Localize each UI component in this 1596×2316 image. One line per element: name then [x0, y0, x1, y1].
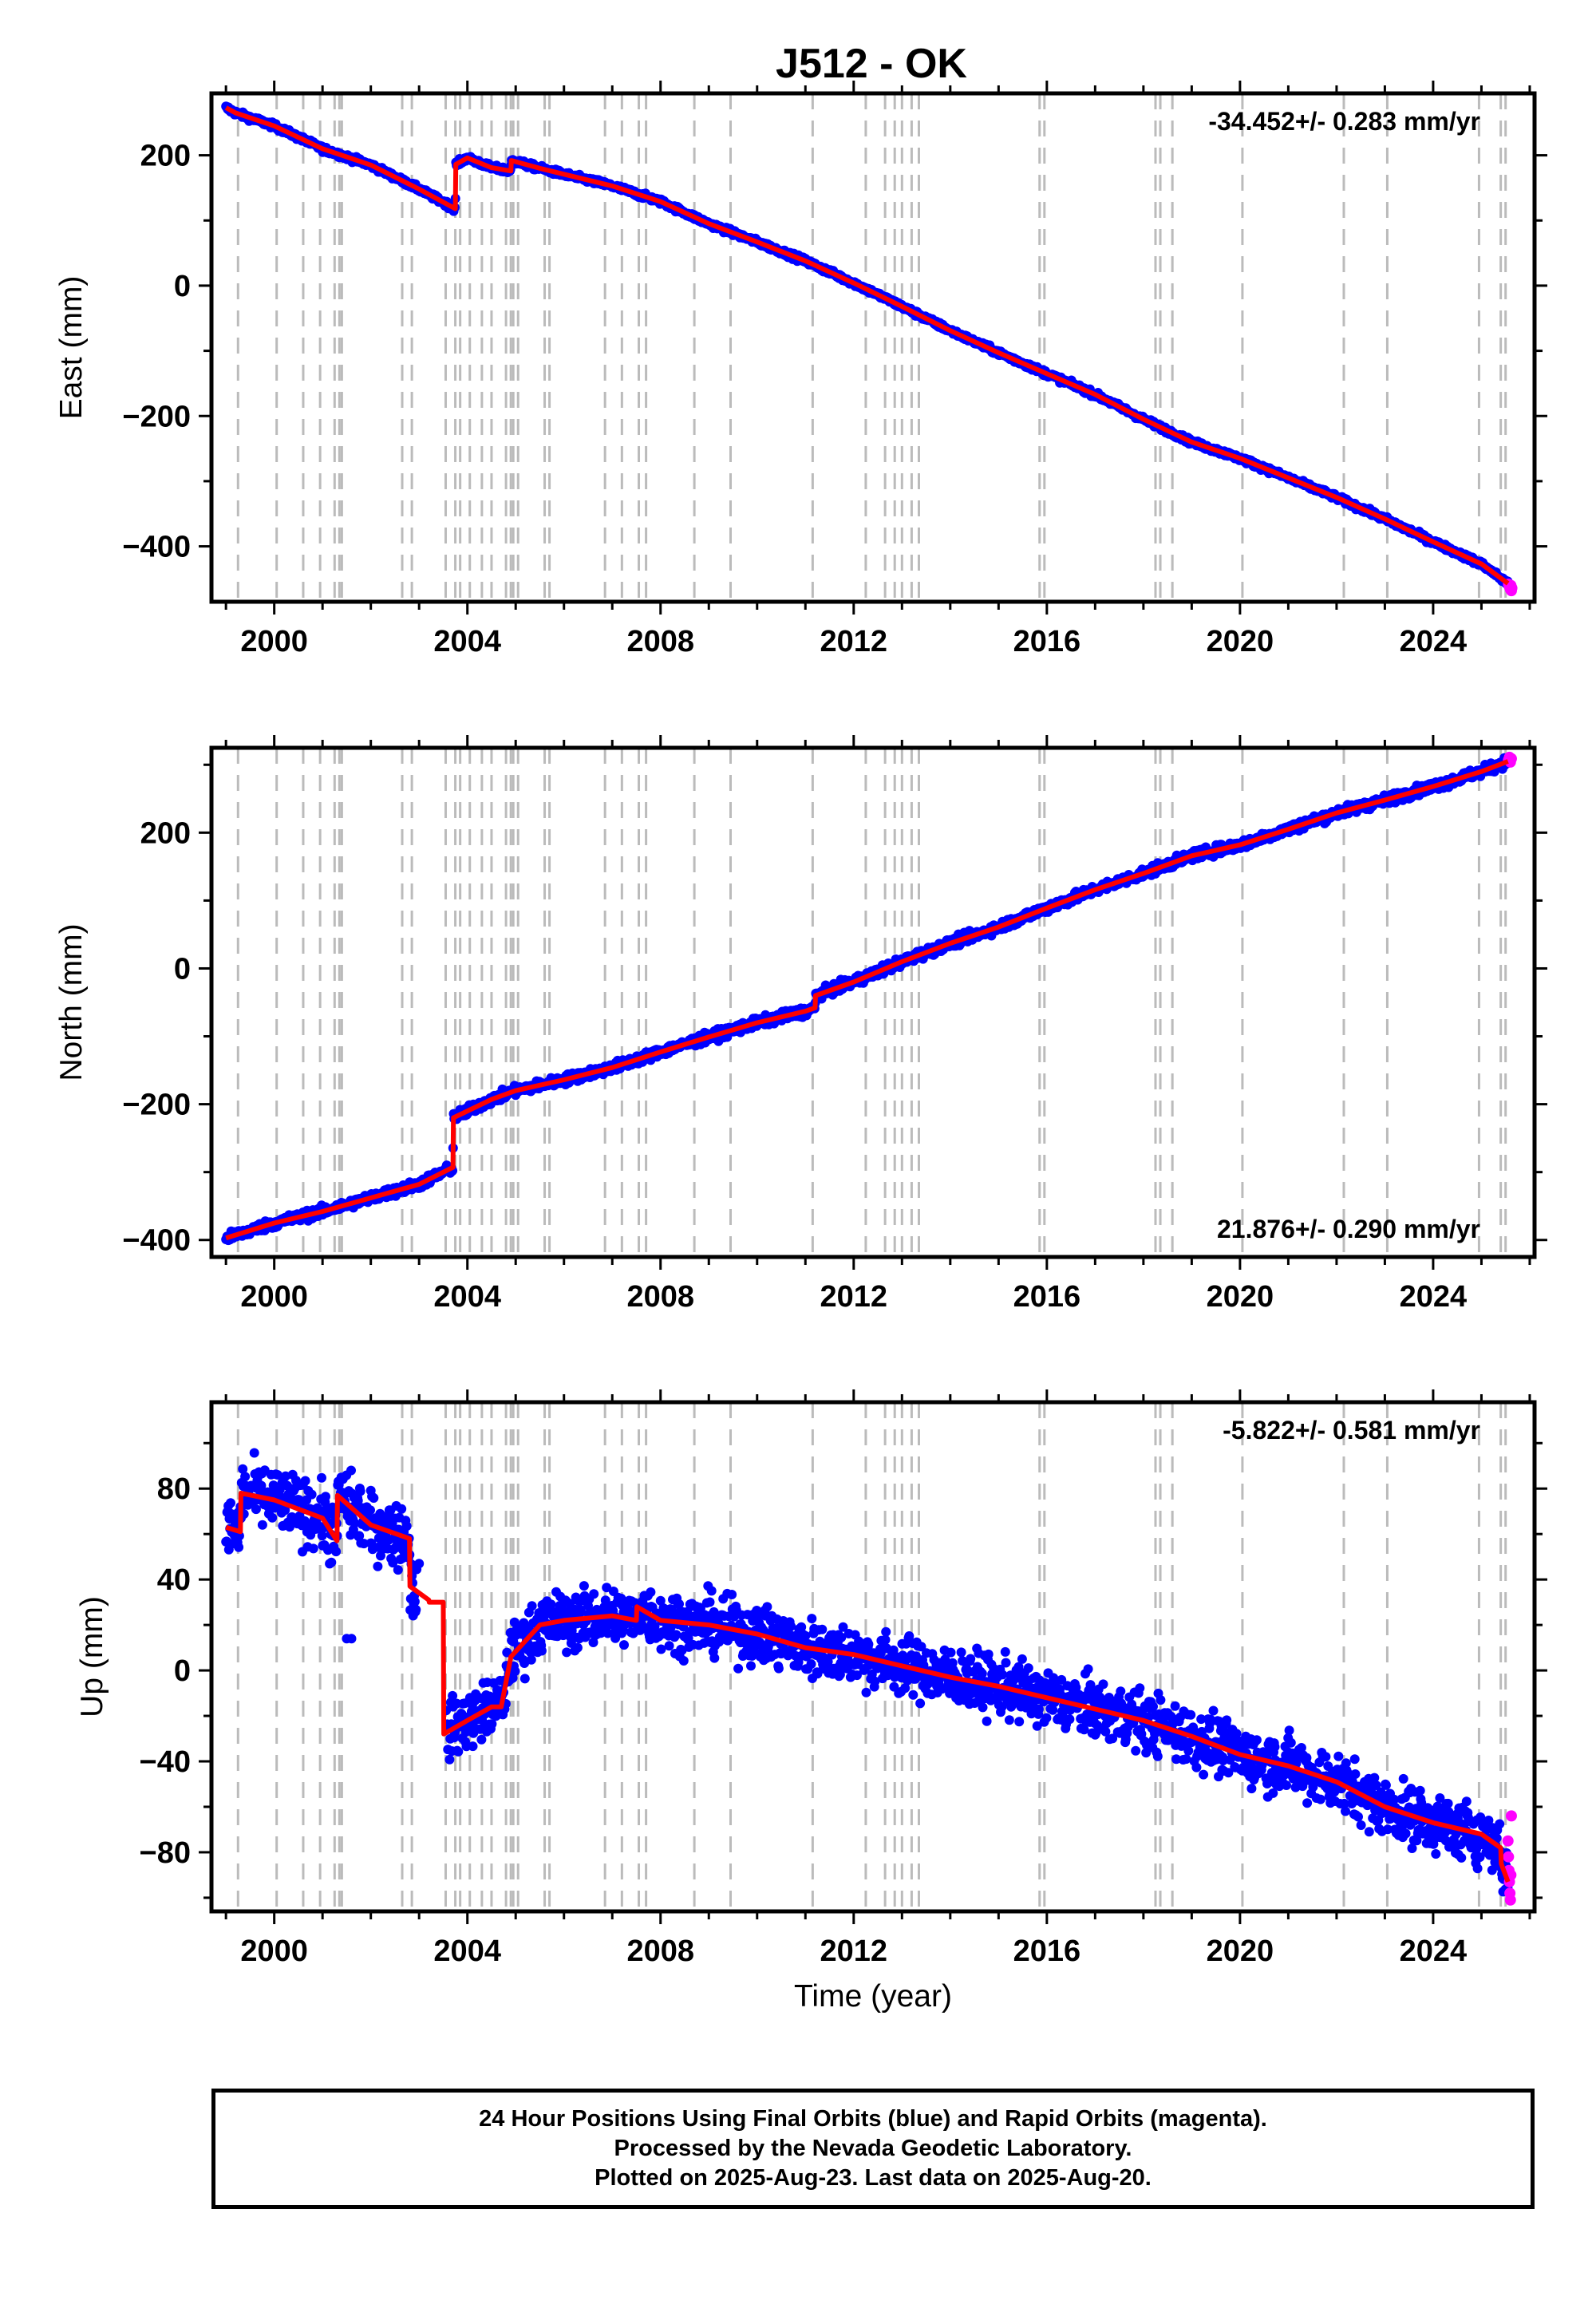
step-lines	[236, 93, 1507, 602]
model-line	[224, 105, 1510, 586]
data-point	[238, 1464, 248, 1474]
data-point	[331, 1547, 342, 1557]
data-point	[321, 1492, 330, 1502]
x-tick-label: 2020	[1207, 625, 1274, 658]
rate-label: 21.876+/- 0.290 mm/yr	[1217, 1215, 1480, 1243]
data-point	[317, 1531, 327, 1541]
data-point	[280, 1505, 290, 1516]
x-tick-label: 2024	[1400, 625, 1468, 658]
step-lines	[236, 748, 1507, 1257]
y-tick-label: −400	[122, 531, 191, 564]
figure-title: J512 - OK	[776, 41, 967, 87]
data-point	[353, 1496, 363, 1506]
panel-up: 2000 2004 2008 2012 2016 2020 2024−80−4004080U…	[75, 1389, 1547, 1968]
y-tick-label: 200	[140, 816, 191, 850]
time-series-panels: 2000 2004 2008 2012 2016 2020 2024−400−2000200…	[54, 81, 1547, 1968]
x-tick-label: 2000	[240, 625, 308, 658]
y-tick-label: 200	[140, 140, 191, 173]
x-tick-label: 2016	[1013, 625, 1081, 658]
x-tick-label: 2004	[433, 1280, 501, 1314]
data-point	[354, 1531, 365, 1541]
x-tick-label: 2008	[626, 625, 694, 658]
x-tick-label: 2016	[1013, 1280, 1081, 1314]
rapid-point	[1506, 582, 1518, 594]
data-point	[251, 1504, 261, 1515]
data-point	[326, 1557, 337, 1567]
rapid-point	[1505, 753, 1517, 765]
data-point	[249, 1448, 259, 1458]
data-point	[234, 1542, 244, 1552]
data-point	[317, 1472, 326, 1483]
plot-area	[211, 93, 1535, 602]
x-tick-label: 2012	[820, 625, 888, 658]
x-tick-label: 2008	[626, 1280, 694, 1314]
x-tick-label: 2024	[1400, 1280, 1468, 1314]
panel-east: 2000 2004 2008 2012 2016 2020 2024 −400 −200 0 200…	[54, 81, 1547, 658]
y-tick-label: −400	[122, 1224, 191, 1258]
plot-frame	[209, 91, 1537, 604]
data-point	[308, 1543, 318, 1554]
plot-frame	[209, 745, 1537, 1259]
y-tick-label: 0	[174, 952, 191, 986]
y-axis-label: North (mm)	[54, 923, 89, 1081]
x-tick-label: 2004	[433, 625, 501, 658]
x-tick-label: 2000	[240, 1280, 308, 1314]
x-tick-label: 2020	[1207, 1280, 1274, 1314]
data-point	[346, 1465, 356, 1476]
y-axis-label: East (mm)	[54, 276, 89, 420]
data-point	[306, 1489, 317, 1500]
data-point	[300, 1476, 310, 1486]
data-point	[240, 1472, 251, 1482]
data-point	[359, 1539, 369, 1549]
data-point	[256, 1480, 267, 1491]
rapid-orbit-points	[1503, 751, 1517, 768]
panel-north: 2000 2004 2008 2012 2016 2020 2024 −400 −200 0 200…	[54, 735, 1547, 1314]
data-point	[257, 1520, 267, 1530]
data-point	[267, 1512, 278, 1523]
data-point	[226, 1498, 235, 1508]
data-point	[350, 1518, 360, 1528]
y-tick-label: −200	[122, 400, 191, 433]
x-tick-label: 2012	[820, 1280, 888, 1314]
y-tick-label: −200	[122, 1089, 191, 1122]
rate-label: -34.452+/- 0.283 mm/yr	[1208, 107, 1480, 136]
model-line	[225, 759, 1509, 1241]
y-tick-label: 0	[174, 270, 191, 303]
data-point	[355, 1486, 365, 1496]
